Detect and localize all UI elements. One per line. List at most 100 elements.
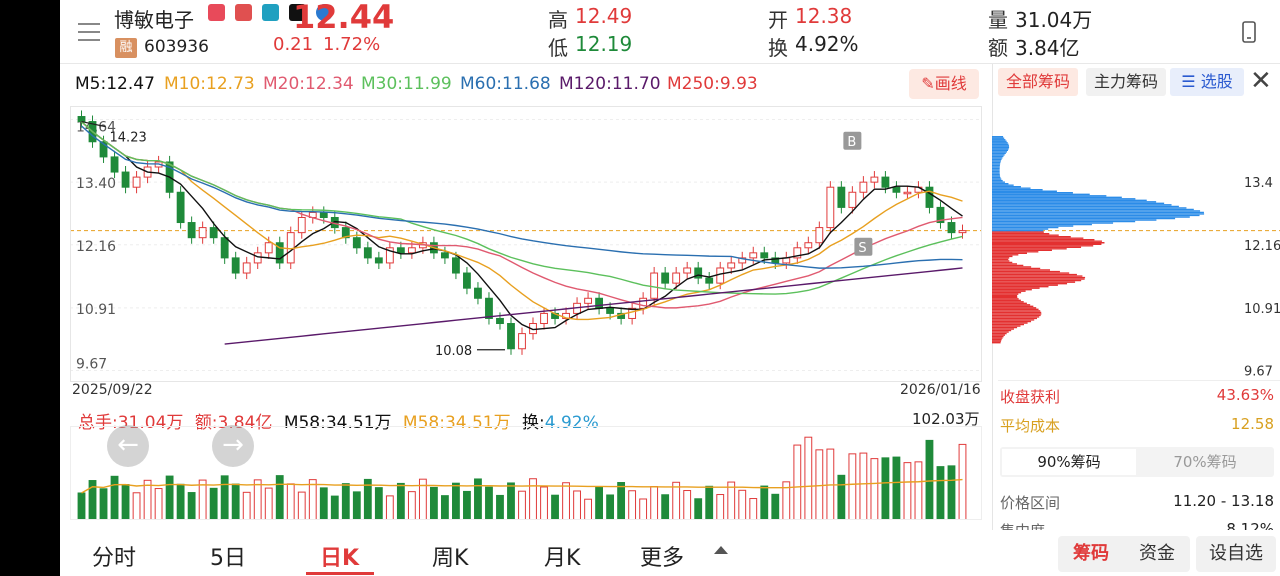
candle-body: [716, 267, 725, 284]
candle-body: [198, 227, 207, 239]
volume-bar: [584, 498, 592, 520]
volume-bar: [198, 479, 207, 520]
volume-bar: [341, 483, 350, 520]
volume-bar: [88, 480, 97, 520]
fund-button[interactable]: 资金: [1124, 536, 1190, 572]
range-value: 11.20 - 13.18: [1173, 492, 1274, 510]
tab-weekly-k[interactable]: 周K: [432, 546, 469, 571]
candle-body: [518, 333, 526, 350]
chip-tick-label: 13.4: [1244, 176, 1273, 191]
avg-cost-label: 平均成本: [1000, 417, 1061, 435]
volume-bar: [209, 487, 218, 520]
chip-tick-label: 9.67: [1244, 364, 1273, 379]
expand-up-icon[interactable]: [714, 546, 728, 554]
volume-value: 31.04万: [1015, 8, 1093, 32]
candle-body: [352, 237, 361, 249]
volume-bar: [848, 453, 857, 520]
candle-body: [121, 171, 130, 188]
volume-chart[interactable]: [70, 426, 982, 520]
tab-intraday[interactable]: 分时: [92, 546, 137, 571]
prev-arrow-button[interactable]: ←: [107, 425, 149, 467]
candle-body: [837, 186, 846, 208]
volume-bar: [385, 495, 394, 520]
candle-body: [650, 272, 659, 299]
volume-bar: [573, 490, 581, 520]
candle-body: [507, 323, 515, 350]
candle-body: [77, 116, 86, 123]
range-label: 价格区间: [1000, 494, 1061, 512]
low-label: 低: [548, 36, 568, 60]
volume-bar: [705, 485, 714, 520]
tab-monthly-k[interactable]: 月K: [544, 546, 581, 571]
candle-body: [374, 257, 383, 264]
candle-body: [958, 230, 967, 234]
volume-bar: [727, 481, 736, 520]
volume-bar: [639, 498, 648, 520]
tab-all-chips[interactable]: 全部筹码: [998, 68, 1078, 96]
candle-body: [584, 297, 592, 304]
candle-body: [727, 262, 736, 269]
volume-bar: [275, 475, 284, 520]
volume-bar: [606, 494, 615, 520]
chip-distribution: 13.4 12.16 10.91 9.67: [992, 136, 1280, 379]
vol-turn-label: 换:: [522, 413, 545, 433]
tab-90-chips[interactable]: 90%筹码: [1002, 449, 1136, 475]
volume-bar: [672, 481, 681, 520]
tab-5day[interactable]: 5日: [210, 546, 246, 571]
candle-body: [595, 297, 604, 309]
ma250-label: M250:9.93: [667, 74, 758, 94]
vol-m58a: M58:34.51万: [283, 413, 392, 433]
volume-bar: [165, 475, 174, 520]
volume-bar: [760, 485, 769, 520]
volume-bar: [264, 487, 273, 520]
add-watchlist-button[interactable]: 设自选: [1196, 536, 1276, 572]
close-icon[interactable]: ✕: [1250, 66, 1272, 96]
volume-bar: [738, 489, 747, 520]
volume-bar: [551, 494, 559, 520]
candle-body: [463, 272, 471, 289]
draw-line-button[interactable]: ✎画线: [909, 69, 979, 99]
volume-bar: [286, 483, 295, 520]
candle-body: [705, 277, 714, 284]
next-arrow-button[interactable]: →: [212, 425, 254, 467]
tab-main-chips[interactable]: 主力筹码: [1086, 68, 1166, 96]
candle-body: [99, 141, 108, 158]
volume-bar: [881, 457, 890, 520]
volume-bar: [529, 478, 537, 520]
chip-button[interactable]: 筹码: [1058, 536, 1124, 572]
candle-body: [452, 257, 460, 274]
landscape-icon[interactable]: [1240, 20, 1260, 44]
back-icon[interactable]: [74, 22, 104, 42]
candle-body: [870, 176, 879, 183]
candle-body: [804, 242, 813, 249]
y-tick-label: 10.91: [76, 302, 116, 318]
tab-daily-k[interactable]: 日K: [320, 546, 360, 571]
vol-amount-label: 额:: [194, 413, 218, 433]
arrow-right-icon: →: [222, 430, 244, 460]
vol-turn: 4.92%: [544, 413, 599, 433]
volume-frame: [70, 426, 982, 520]
volume-bar: [870, 458, 879, 520]
volume-bar: [187, 492, 196, 520]
volume-bar: [440, 495, 449, 520]
candle-body: [385, 247, 394, 264]
pick-stock-button[interactable]: ☰ 选股: [1170, 68, 1244, 96]
candle-body: [903, 191, 912, 195]
volume-bar: [363, 478, 372, 520]
stock-screen: 博敏电子 融 603936 12.44 0.21 1.72% 高 12.49 低…: [60, 0, 1280, 576]
candle-body: [242, 262, 251, 274]
price-change-pct: 1.72%: [323, 34, 381, 55]
volume-bar: [220, 475, 229, 520]
tab-70-chips[interactable]: 70%筹码: [1173, 453, 1237, 471]
candle-body: [110, 156, 119, 173]
volume-bar: [110, 475, 119, 520]
volume-bar: [958, 443, 967, 520]
tab-more[interactable]: 更多: [640, 546, 685, 571]
volume-info: 总手:31.04万 额:3.84亿 M58:34.51万 M58:34.51万 …: [78, 408, 599, 433]
pencil-icon: ✎: [921, 74, 935, 93]
ma5-line: [81, 121, 963, 331]
candle-body: [826, 186, 835, 229]
y-tick-label: 9.67: [76, 356, 107, 372]
current-price: 12.44: [293, 0, 395, 36]
